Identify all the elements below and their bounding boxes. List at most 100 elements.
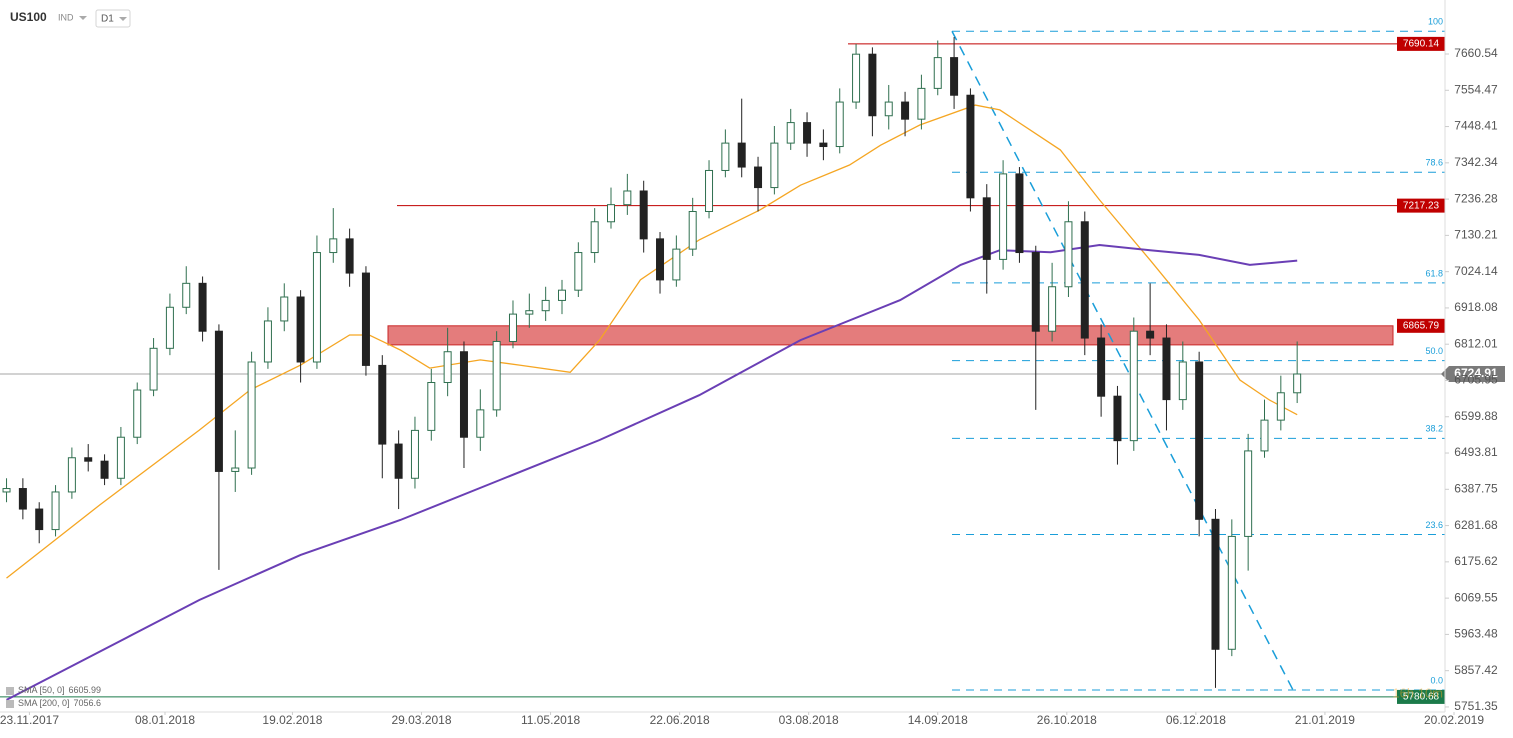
candle-body [737,142,746,168]
candle-body [329,238,338,254]
candle-body [165,306,174,349]
level-tag [1397,36,1445,51]
candle-body [901,101,910,120]
y-tick-label: 7554.47 [1454,82,1498,96]
level-tag [1397,689,1445,704]
candle-body [917,87,926,120]
x-tick-label: 06.12.2018 [1166,713,1226,727]
price-tag-label: 6724.91 [1454,366,1498,380]
candle-body [1178,361,1187,401]
zone-tag [1397,318,1445,333]
candle-body [67,457,76,493]
candle-body [214,330,223,472]
candle-body [378,364,387,445]
candle-body [84,457,93,462]
y-tick-label: 7660.54 [1454,46,1498,60]
y-tick-label: 6918.08 [1454,300,1498,314]
candle-body [1113,395,1122,442]
y-tick-label: 5857.42 [1454,663,1498,677]
candle-body [312,252,321,363]
candle-body [688,211,697,250]
overlay: 6865.79 7690.14 7217.23 5780.68 100 78.6 61.8 5… [6,17,1505,708]
candle-body [1080,221,1089,339]
candle-body [508,313,517,342]
legend-value: 7056.6 [74,698,102,708]
candle-body [786,122,795,144]
candle-body [1064,221,1073,288]
y-tick-label: 6387.75 [1454,481,1498,495]
x-tick-label: 03.08.2018 [779,713,839,727]
candle-body [149,347,158,391]
legend-value: 6605.99 [69,685,102,695]
candle-body [231,467,240,472]
fib-label: 38.2 [1425,424,1443,434]
level-tag-label: 7217.23 [1403,200,1440,211]
legend-icon [6,687,14,695]
legend-name: SMA [200, 0] [18,698,70,708]
candle-body [639,190,648,240]
candle-body [1293,373,1302,394]
y-tick-label: 5751.35 [1454,699,1498,713]
x-tick-label: 29.03.2018 [391,713,451,727]
fib-label: 0.0 [1430,675,1443,685]
candle-body [574,252,583,291]
candle-body [656,238,665,281]
indicator-line [6,243,1298,701]
candle-body [492,340,501,411]
candle-body [852,53,861,103]
x-tick-label: 14.09.2018 [908,713,968,727]
y-tick-label: 6493.81 [1454,445,1498,459]
candle-body [999,173,1008,260]
candle-body [35,508,44,531]
candle-body [1146,330,1155,339]
interval-selector[interactable]: D1 [101,14,114,25]
candle-body [819,142,828,148]
x-tick-label: 11.05.2018 [521,713,580,727]
candle-body [672,248,681,281]
candle-body [394,443,403,479]
candle-body [296,296,305,363]
x-tick-label: 26.10.2018 [1037,713,1097,727]
candle-body [884,101,893,117]
level-tag [1397,198,1445,213]
candle-body [1260,419,1269,452]
candle-body [182,282,191,308]
candle-body [982,197,991,260]
candle-body [361,272,370,366]
candle-body [1097,337,1106,397]
fib-label: 100 [1428,17,1443,27]
y-tick-label: 5963.48 [1454,627,1498,641]
candle-body [1195,361,1204,520]
level-tag-label: 7690.14 [1403,39,1440,50]
interval-caret[interactable] [119,17,127,21]
fib-label: 78.6 [1425,158,1443,168]
interval-box[interactable] [95,9,131,28]
countdown: 16h 10m [1392,685,1443,700]
candle-body [459,351,468,438]
candle-body [1031,252,1040,332]
candle-body [133,389,142,438]
y-tick-label: 6281.68 [1454,518,1498,532]
candle-body [933,57,942,89]
candle-body [443,351,452,384]
market-selector[interactable]: IND [58,12,74,22]
candle-body [803,122,812,144]
candle-body [51,491,60,531]
resistance-zone [387,325,1394,346]
candle-body [557,289,566,301]
candle-body [280,296,289,322]
candle-body [1015,173,1024,254]
candle-body [1211,518,1220,650]
header: US100 IND D1 [10,9,131,28]
candle-body [623,190,632,206]
candle-body [950,57,959,96]
price-tag [1441,365,1505,382]
legend-name: SMA [50, 0] [18,685,65,695]
candle-body [868,53,877,117]
candle-body [100,460,109,479]
y-tick-label: 6175.62 [1454,554,1498,568]
candle-body [721,142,730,171]
market-caret[interactable] [79,16,87,20]
legend-icon [6,700,14,708]
candle-body [345,238,354,274]
